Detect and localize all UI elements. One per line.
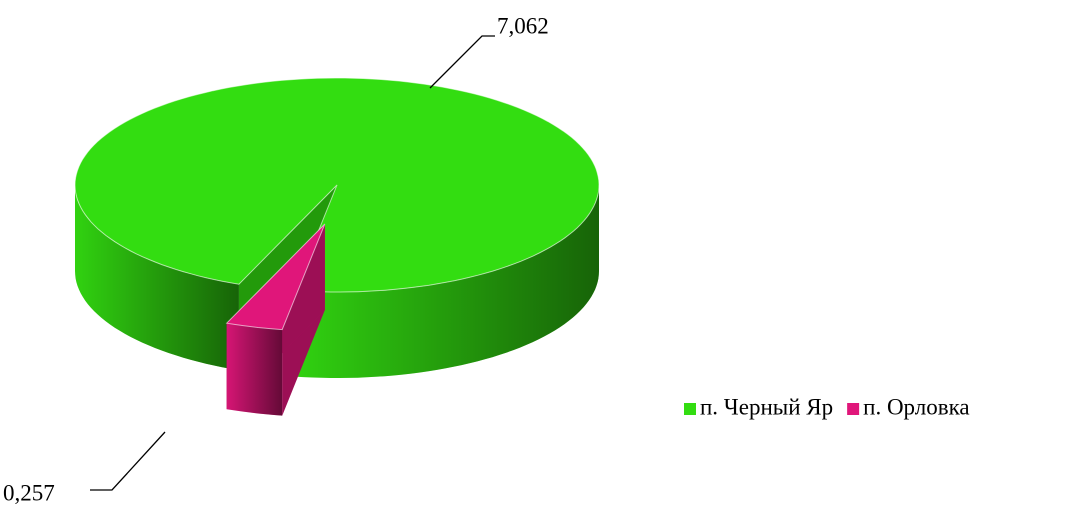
legend-swatch [847,403,860,415]
legend-swatch [684,403,696,415]
legend-label: п. Орловка [863,394,970,419]
leader-line [90,431,166,491]
leader-line [429,35,495,89]
slice [225,223,326,331]
pie [74,77,600,416]
slice-side-shade [226,323,283,416]
slice-side-shade [75,185,239,371]
labels: 7,062 0,257 п. Черный Яр п. Орловка [3,13,970,505]
slice-side-shade [294,185,599,378]
data-label: 0,257 [3,480,55,505]
legend-label: п. Черный Яр [700,394,833,419]
data-label: 7,062 [497,13,549,38]
slice [74,77,600,293]
